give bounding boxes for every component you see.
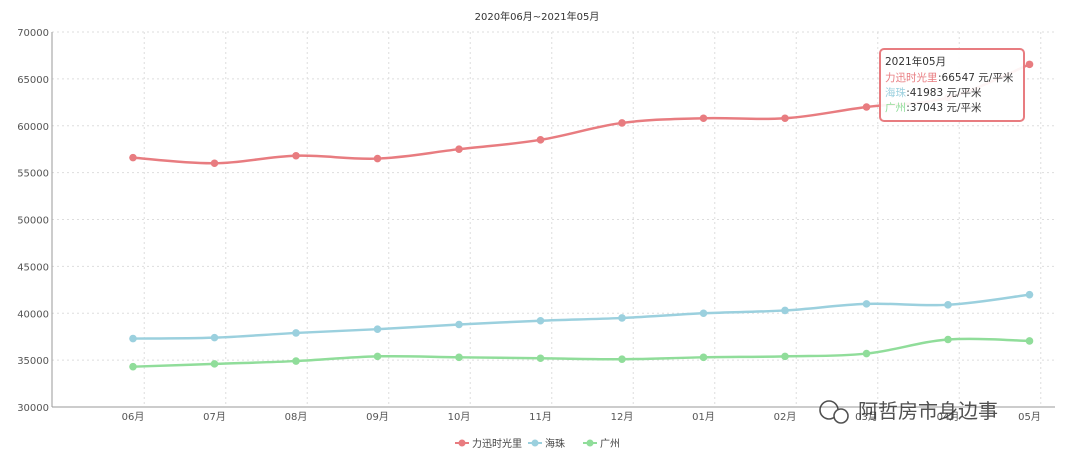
data-point[interactable] [373,154,382,163]
data-point[interactable] [210,360,219,368]
data-point[interactable] [373,325,382,333]
data-point[interactable] [862,300,871,308]
wechat-icon-bubble [833,408,849,424]
series-2 [129,335,1034,371]
data-point[interactable] [862,103,871,111]
y-tick-label: 30000 [17,403,49,414]
y-tick-label: 40000 [17,309,49,320]
y-tick-label: 60000 [17,122,49,133]
data-point[interactable] [781,306,789,315]
y-tick-label: 50000 [17,216,49,227]
watermark: 阿哲房市身边事 [819,399,998,424]
data-point[interactable] [1025,337,1034,345]
data-point[interactable] [292,357,300,365]
data-point[interactable] [1025,60,1034,69]
data-point[interactable] [129,334,137,343]
series-1 [129,290,1034,343]
legend-marker [586,439,594,447]
x-tick-label: 06月 [122,411,145,423]
x-tick-label: 09月 [366,411,389,423]
legend-marker [531,439,539,447]
data-point[interactable] [699,114,708,123]
watermark-text: 阿哲房市身边事 [858,399,998,423]
data-point[interactable] [455,353,463,362]
data-point[interactable] [618,119,626,127]
tooltip-title: 2021年05月 [885,55,946,68]
data-point[interactable] [455,320,463,329]
tooltip-series-value: :66547 元/平米 [938,71,1014,84]
x-tick-label: 04月 [937,411,960,423]
legend-item[interactable]: 力迅时光里 [455,437,522,450]
data-point[interactable] [536,316,545,325]
data-point[interactable] [129,153,137,162]
series-layer [129,60,1034,371]
legend-label: 力迅时光里 [472,437,522,450]
data-point[interactable] [1025,290,1034,299]
tooltip-series-value: :37043 元/平米 [906,101,982,114]
x-tick-label: 05月 [1018,411,1041,423]
y-tick-label: 55000 [17,169,49,180]
x-tick-label: 07月 [203,411,226,423]
tooltip-series-value: :41983 元/平米 [906,86,982,99]
legend-item[interactable]: 海珠 [528,437,565,450]
x-tick-label: 11月 [529,411,552,423]
data-point[interactable] [129,362,137,371]
data-point[interactable] [781,114,789,123]
data-point[interactable] [618,314,626,322]
y-tick-label: 65000 [17,75,49,86]
data-point[interactable] [781,352,789,361]
data-point[interactable] [862,349,871,358]
chart-title: 2020年06月~2021年05月 [475,10,600,23]
x-tick-label: 08月 [285,411,308,423]
data-point[interactable] [536,354,545,363]
data-point[interactable] [210,333,219,342]
series-0 [129,60,1034,168]
legend[interactable]: 力迅时光里 海珠 广州 [455,437,620,450]
data-point[interactable] [618,355,626,363]
tooltip-series-name: 广州 [885,102,906,114]
data-point[interactable] [699,309,708,318]
x-tick-label: 03月 [855,411,878,423]
data-point[interactable] [292,329,300,337]
data-point[interactable] [536,136,545,144]
data-point[interactable] [292,151,300,160]
tooltip-series-name: 力迅时光里 [885,71,938,84]
data-point[interactable] [944,301,952,309]
y-tick-label: 70000 [17,28,49,39]
data-point[interactable] [699,353,708,362]
y-tick-label: 35000 [17,356,49,367]
legend-item[interactable]: 广州 [583,438,620,450]
series-line [132,337,1030,368]
tooltip-box [879,48,1025,122]
x-tick-label: 10月 [448,411,471,423]
axes: 30000 35000 40000 45000 50000 55000 60000 65000… [17,28,1055,423]
series-line [132,63,1030,165]
x-tick-label: 12月 [611,411,634,423]
series-line [132,293,1030,340]
data-point[interactable] [455,145,463,153]
data-point[interactable] [944,335,952,344]
y-tick-label: 45000 [17,262,49,273]
x-tick-label: 02月 [774,411,797,423]
x-tick-label: 01月 [692,411,715,423]
tooltip-series-name: 海珠 [885,86,906,99]
legend-label: 广州 [600,438,620,450]
legend-label: 海珠 [545,437,565,450]
data-point[interactable] [373,352,382,361]
data-point[interactable] [210,159,219,168]
legend-marker [458,439,466,447]
